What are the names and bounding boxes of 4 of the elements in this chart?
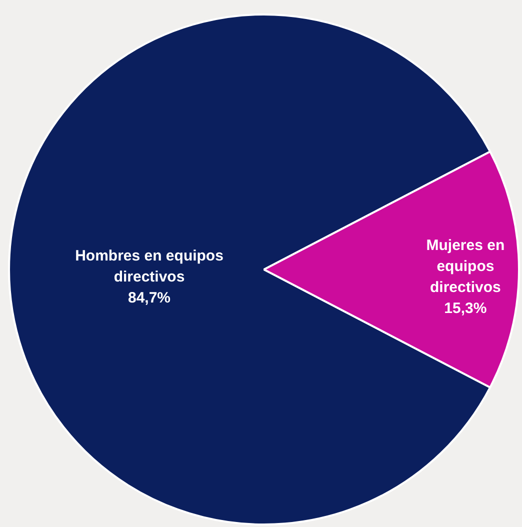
data-label: 84,7% bbox=[128, 290, 171, 307]
data-label: 15,3% bbox=[444, 300, 487, 318]
slice-label: Hombres en equipos directivos bbox=[75, 248, 224, 286]
slice-label: Mujeres en equipos directivos bbox=[426, 237, 505, 296]
